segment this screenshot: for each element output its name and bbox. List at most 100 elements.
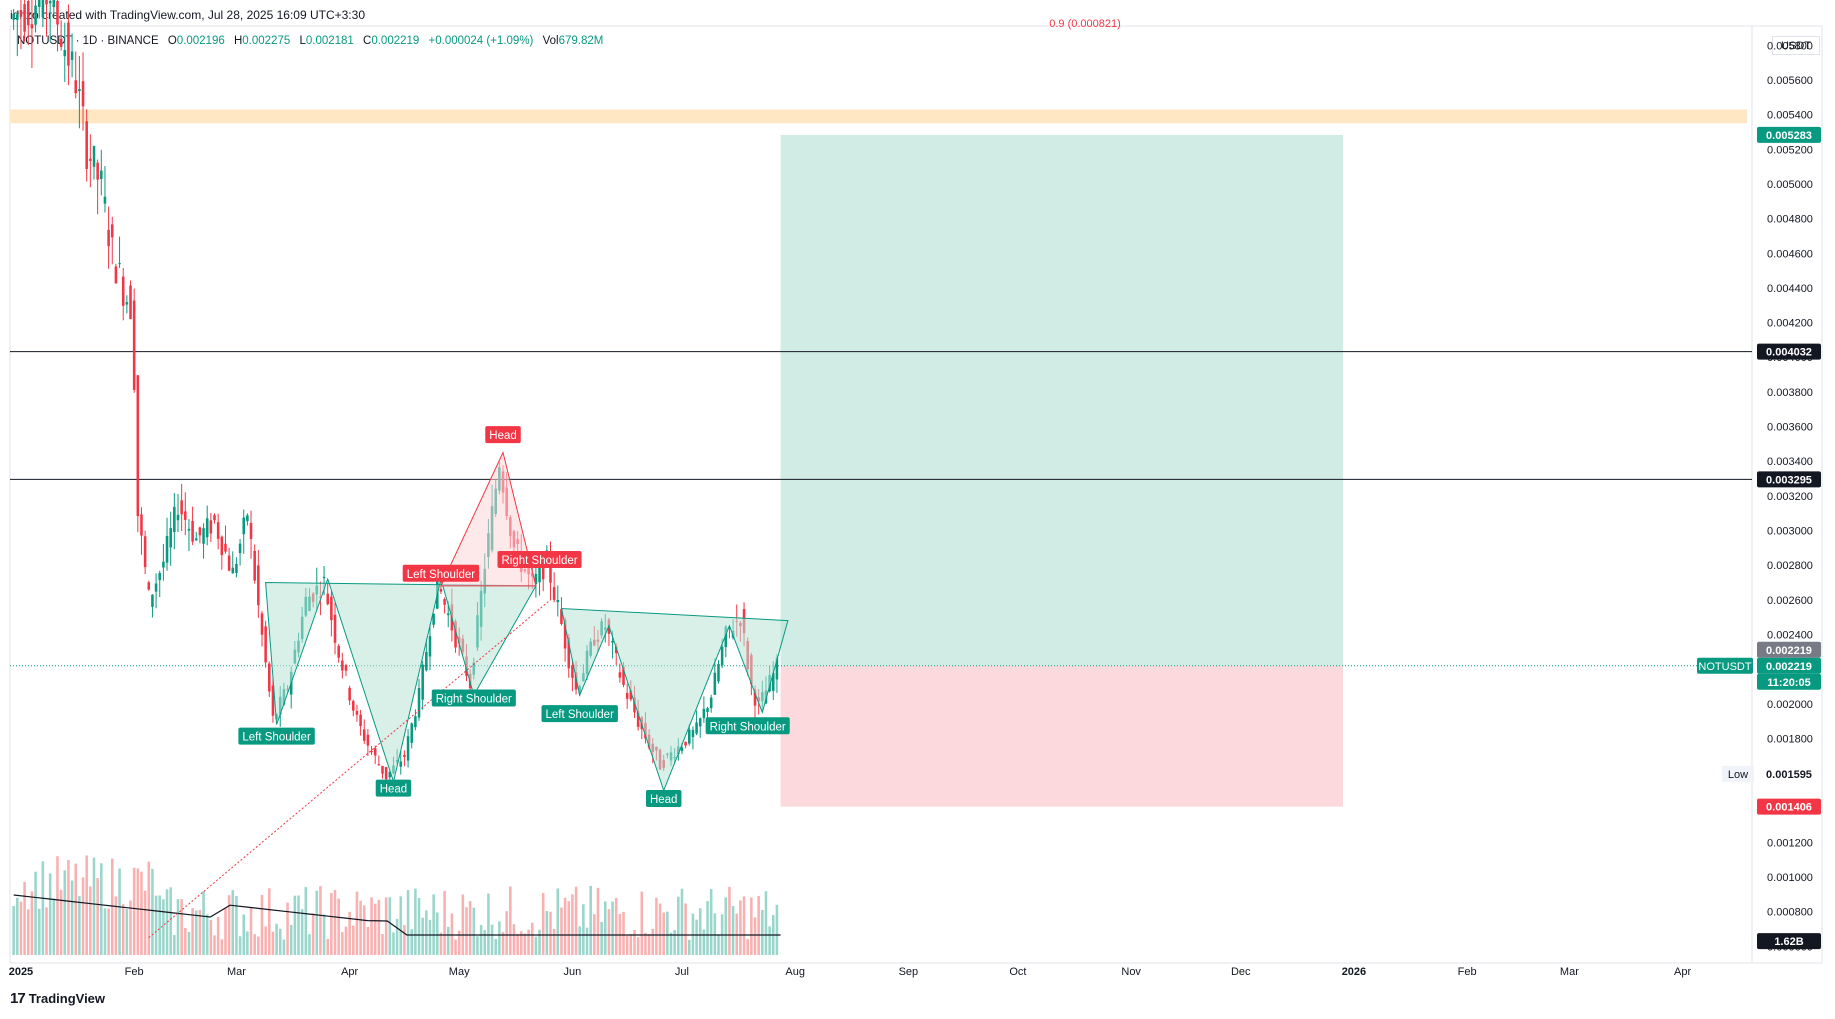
volume-bar: [472, 907, 476, 955]
candle-body: [403, 754, 406, 757]
candle-body: [143, 536, 147, 568]
volume-bar: [644, 932, 647, 955]
open-label: O: [167, 35, 177, 47]
volume-bar: [286, 902, 289, 955]
open-value: 0.002196: [176, 35, 225, 47]
volume-bar: [739, 900, 742, 955]
candle-body: [771, 672, 775, 691]
symbol-line[interactable]: NOTUSDT · 1D · BINANCE: [17, 35, 159, 47]
price-tick-label: 0.003000: [1767, 525, 1813, 537]
volume-bar: [191, 908, 194, 955]
volume-bar: [129, 900, 132, 955]
volume-bar: [322, 914, 326, 955]
currency-unit-button[interactable]: USDT: [1772, 36, 1820, 55]
candle-body: [698, 718, 702, 727]
tradingview-logo[interactable]: 17 TradingView: [10, 990, 105, 1007]
candle-body: [165, 535, 169, 563]
volume-bar: [655, 897, 658, 955]
volume-label: Vol: [542, 35, 559, 47]
volume-bar: [399, 896, 403, 955]
volume-bar: [235, 895, 238, 955]
candle-body: [198, 527, 202, 536]
volume-bar: [600, 921, 603, 955]
candle-body: [454, 621, 457, 648]
volume-value: 679.82M: [558, 35, 604, 47]
volume-bar: [45, 907, 48, 955]
candle-body: [633, 697, 636, 713]
pattern-label-text: Left Shoulder: [242, 732, 311, 744]
price-tick-label: 0.002600: [1767, 595, 1813, 607]
volume-bar: [403, 925, 406, 955]
candle-body: [691, 729, 695, 738]
candle-body: [59, 38, 63, 47]
candle-body: [147, 582, 151, 590]
price-tick-label: 0.004200: [1767, 318, 1813, 330]
candle-body: [19, 10, 23, 17]
volume-bar: [110, 858, 114, 955]
volume-bar: [34, 871, 37, 955]
pattern-label-bg: [238, 727, 315, 745]
candle-body: [103, 196, 107, 204]
candle-body: [625, 692, 629, 699]
candle-body: [194, 538, 198, 541]
pattern-label-bg: [705, 717, 790, 735]
candle-body: [132, 300, 136, 390]
candle-body: [154, 583, 158, 592]
volume-bar: [143, 890, 147, 955]
price-tick-label: 0.002000: [1767, 699, 1813, 711]
price-axis-label-text: 0.005283: [1766, 130, 1812, 142]
candle-body: [560, 609, 563, 624]
long-position-target-zone: [780, 134, 1343, 666]
candle-body: [330, 596, 333, 621]
candle-body: [191, 520, 194, 542]
volume-bar: [23, 881, 26, 955]
candle-body: [176, 514, 180, 521]
candle-body: [216, 522, 220, 539]
candle-body: [48, 1, 52, 4]
pattern-label-bg: [485, 426, 521, 444]
candle-body: [428, 636, 432, 657]
time-tick-label: Dec: [1231, 966, 1251, 978]
volume-bar: [107, 908, 110, 955]
candle-body: [41, 0, 45, 18]
close-value: 0.002219: [371, 35, 420, 47]
candle-body: [260, 613, 264, 635]
volume-bar: [549, 911, 552, 955]
time-tick-label: 2026: [1342, 966, 1366, 978]
volume-bar: [498, 921, 501, 955]
candle-body: [680, 747, 684, 752]
volume-bar: [132, 867, 136, 955]
volume-bar: [505, 911, 508, 955]
candle-body: [417, 688, 421, 718]
volume-bar: [680, 888, 684, 955]
candle-body: [26, 1, 30, 26]
pattern-label-text: Head: [489, 430, 517, 442]
volume-bar: [41, 861, 45, 955]
candle-body: [552, 587, 556, 600]
price-axis-label: 11:20:05: [1757, 673, 1821, 690]
pattern-label: Head: [485, 426, 521, 444]
pattern-label: Right Shoulder: [705, 717, 790, 735]
candle-body: [34, 5, 37, 25]
candles: [12, 0, 779, 955]
candle-body: [162, 561, 165, 568]
price-axis-label: 0.005283: [1757, 126, 1821, 143]
volume-bar: [151, 868, 154, 955]
candle-body: [96, 162, 99, 180]
volume-bar: [651, 928, 655, 955]
volume-bar: [162, 899, 165, 955]
volume-bar: [326, 938, 330, 955]
pattern-label: Right Shoulder: [497, 550, 582, 568]
candle-body: [362, 729, 366, 741]
candle-body: [187, 528, 191, 531]
volume-bar: [673, 930, 676, 955]
volume-bar: [728, 886, 731, 955]
volume-bar: [249, 907, 253, 955]
candle-body: [271, 685, 275, 716]
volume-bar: [224, 907, 227, 955]
candle-body: [136, 375, 140, 517]
candle-body: [399, 761, 403, 767]
candle-body: [366, 734, 370, 746]
volume-bar: [373, 903, 377, 955]
